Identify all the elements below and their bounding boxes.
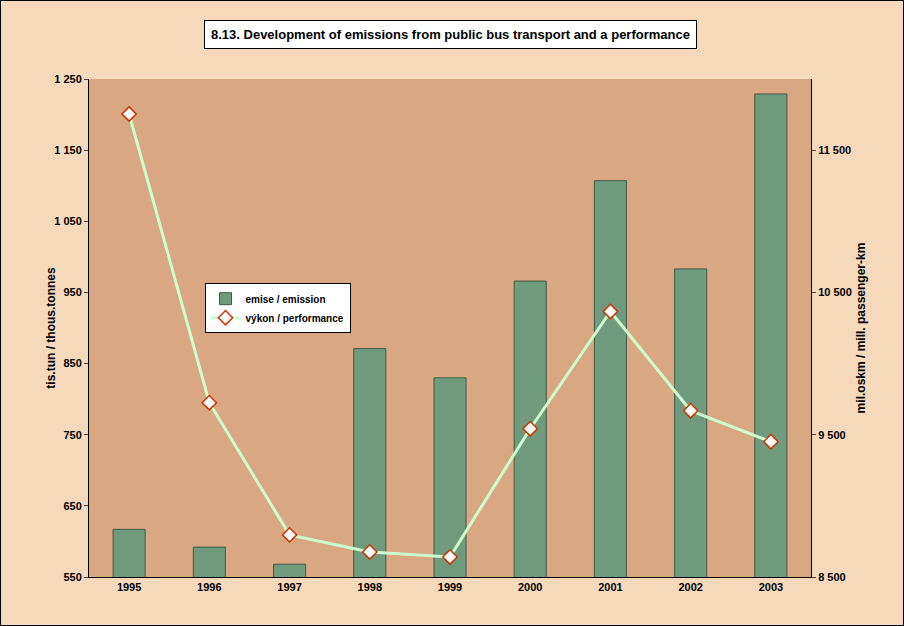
svg-text:1999: 1999	[438, 581, 462, 593]
svg-text:1997: 1997	[277, 581, 301, 593]
svg-text:výkon / performance: výkon / performance	[246, 313, 344, 324]
svg-text:tis.tun / thous.tonnes: tis.tun / thous.tonnes	[44, 267, 58, 389]
svg-text:emise / emission: emise / emission	[246, 294, 326, 305]
svg-text:mil.oskm / mill. passenger-km: mil.oskm / mill. passenger-km	[854, 243, 868, 414]
svg-text:1 150: 1 150	[54, 144, 82, 156]
svg-text:8.13. Development of emissions: 8.13. Development of emissions from publ…	[211, 27, 690, 42]
svg-text:2000: 2000	[518, 581, 542, 593]
svg-text:1 050: 1 050	[54, 215, 82, 227]
svg-text:1996: 1996	[197, 581, 221, 593]
svg-text:1 250: 1 250	[54, 73, 82, 85]
svg-text:10 500: 10 500	[818, 286, 852, 298]
svg-text:750: 750	[63, 429, 81, 441]
svg-text:2002: 2002	[678, 581, 702, 593]
svg-text:650: 650	[63, 500, 81, 512]
svg-text:850: 850	[63, 357, 81, 369]
svg-text:8 500: 8 500	[818, 571, 846, 583]
svg-text:11 500: 11 500	[818, 144, 851, 156]
svg-text:1995: 1995	[117, 581, 141, 593]
svg-text:9 500: 9 500	[818, 429, 846, 441]
svg-text:550: 550	[63, 571, 81, 583]
svg-text:2003: 2003	[759, 581, 783, 593]
svg-text:2001: 2001	[598, 581, 622, 593]
svg-text:950: 950	[63, 286, 81, 298]
svg-text:1998: 1998	[358, 581, 382, 593]
